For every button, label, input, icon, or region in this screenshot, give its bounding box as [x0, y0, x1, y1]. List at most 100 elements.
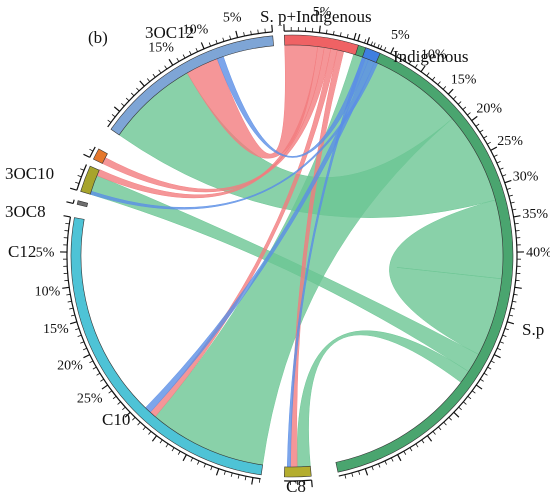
tick-sp [487, 366, 492, 370]
tick-spi [353, 32, 357, 40]
arc-spi [283, 34, 359, 56]
tick-sp [408, 60, 412, 65]
tick-sp [448, 417, 452, 421]
tick-c10 [230, 472, 233, 477]
tick-sp [378, 463, 381, 468]
tick-label-sp: 5% [391, 28, 410, 43]
tick-oc12 [139, 80, 145, 87]
tick-sp [357, 33, 361, 42]
tick-label-c10: 20% [57, 358, 83, 373]
tick-oc12 [158, 69, 162, 74]
tick-c10 [171, 447, 175, 452]
tick-sp [496, 161, 501, 164]
tick-sp [502, 174, 507, 177]
tick-sp [426, 72, 430, 77]
tick-c10 [101, 384, 109, 390]
tick-sp [510, 307, 515, 310]
tick-sp [467, 112, 471, 116]
tick-spi [318, 25, 321, 33]
tick-oc10 [83, 153, 91, 158]
tick-sp [432, 431, 436, 435]
segment-label-c8: C8 [286, 477, 306, 496]
tick-oc12 [208, 42, 212, 47]
tick-c10 [63, 215, 71, 218]
tick-oc12 [111, 114, 116, 118]
tick-c10 [62, 286, 70, 289]
tick-sp [499, 341, 504, 344]
tick-c10 [244, 476, 247, 481]
tick-sp [371, 466, 374, 471]
tick-label-sp: 10% [421, 48, 447, 63]
tick-c10 [137, 421, 141, 426]
tick-c10 [182, 454, 187, 462]
tick-sp [471, 390, 476, 394]
tick-oc12 [229, 35, 232, 40]
arc-c10 [70, 217, 263, 476]
tick-oc8 [75, 181, 80, 184]
tick-sp [458, 406, 462, 411]
tick-c10 [203, 463, 206, 468]
tick-oc12 [250, 30, 252, 35]
tick-c10 [112, 396, 117, 400]
tick-sp [390, 457, 394, 462]
tick-sp [397, 454, 402, 462]
arc-oc8 [80, 165, 100, 195]
tick-label-spi: 5% [313, 5, 332, 20]
tick-c10 [96, 372, 101, 376]
tick-c10 [117, 401, 121, 405]
tick-c10 [197, 460, 200, 465]
tick-c10 [75, 328, 80, 331]
tick-c10 [223, 470, 226, 475]
segment-label-ind: Indigenous [393, 47, 469, 66]
tick-c10 [70, 314, 75, 317]
tick-sp [390, 47, 395, 55]
tick-ind [366, 37, 371, 45]
tick-c10 [100, 378, 104, 382]
tick-c10 [215, 468, 220, 476]
tick-sp [351, 472, 354, 477]
axis-c10 [66, 216, 261, 480]
tick-sp [513, 215, 521, 218]
ribbons-layer [89, 44, 504, 468]
tick-label-c10: 5% [36, 246, 55, 261]
tick-label-c10: 25% [77, 392, 103, 407]
tick-label-sp: 15% [451, 72, 477, 87]
tick-oc12 [130, 92, 135, 97]
tick-sp [442, 86, 447, 90]
tick-ind [373, 42, 376, 47]
tick-sp [506, 187, 511, 190]
tick-sp [384, 460, 387, 465]
tick-oc12 [121, 103, 125, 107]
tick-sp [453, 96, 457, 100]
tick-sp [471, 115, 478, 122]
tick-c10 [77, 334, 82, 337]
segment-labels-layer: S.p C8 C10 C12 3OC8 3OC10 3OC12 S. p+Indigenous… [5, 7, 544, 496]
tick-oc12 [152, 73, 156, 78]
tick-ind [379, 45, 383, 50]
arc-sp [335, 44, 514, 473]
tick-sp [506, 321, 515, 325]
tick-sp [409, 447, 413, 452]
tick-sp [504, 328, 509, 331]
tick-sp [370, 41, 373, 46]
tick-sp [509, 314, 514, 317]
axis-sp [338, 40, 518, 477]
tick-sp [504, 179, 512, 184]
tick-sp [493, 154, 498, 158]
tick-oc10 [89, 148, 94, 152]
tick-sp [421, 439, 425, 444]
tick-oc12 [125, 97, 130, 102]
axis-oc12 [107, 31, 273, 128]
tick-label-c10: 10% [35, 284, 61, 299]
tick-label-oc12: 5% [223, 10, 242, 25]
tick-oc12 [136, 87, 140, 92]
tick-oc12 [146, 78, 151, 82]
tick-c10 [165, 443, 169, 448]
tick-oc12 [107, 119, 112, 123]
arc-c12 [76, 200, 89, 208]
tick-oc12 [243, 32, 245, 37]
tick-c10 [210, 466, 213, 471]
tick-sp [383, 46, 387, 51]
